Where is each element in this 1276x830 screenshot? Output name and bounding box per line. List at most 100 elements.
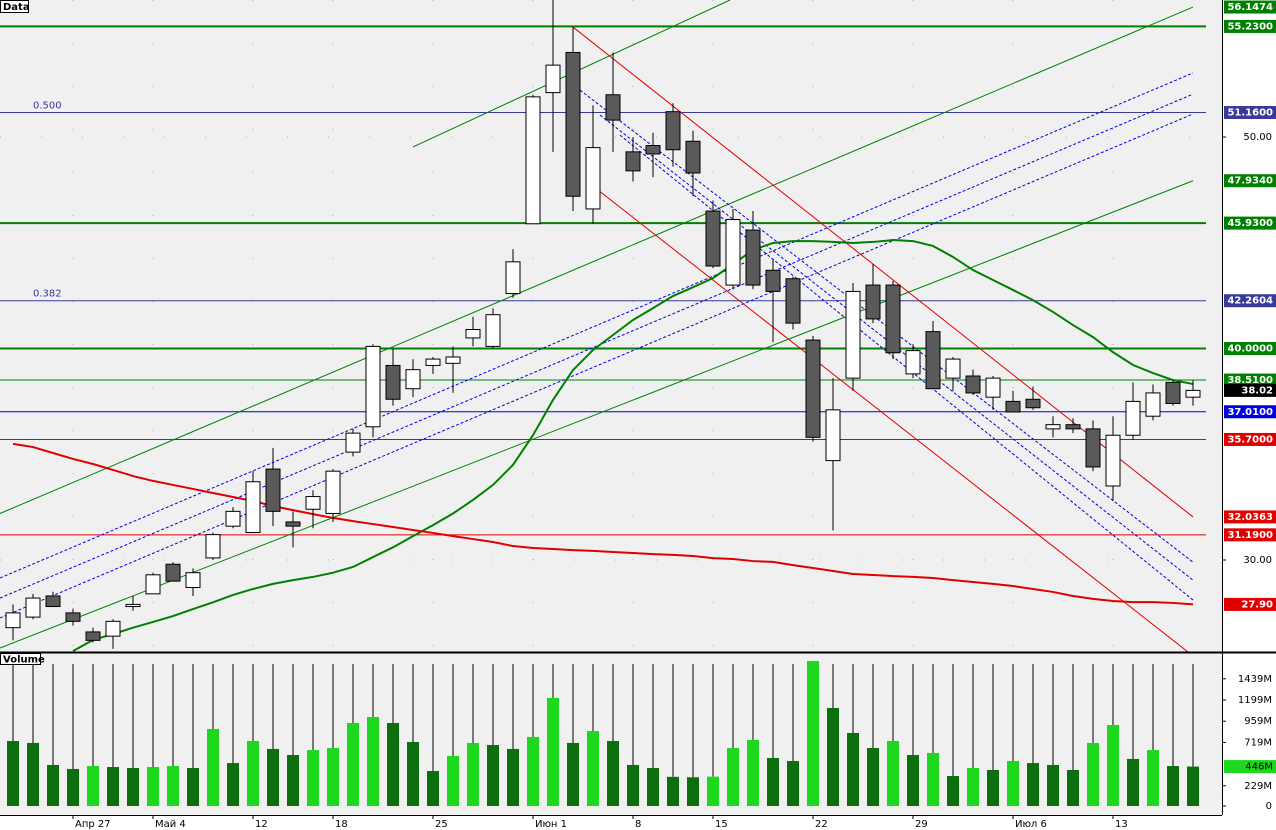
candle-body (985, 377, 1001, 398)
candle-body (725, 219, 741, 286)
candle-body (645, 144, 661, 155)
volume-bar (27, 742, 39, 806)
candle-body (745, 229, 761, 286)
price-tag-label: 37.0100 (1227, 407, 1273, 418)
volume-bar (107, 767, 119, 806)
candle-body (825, 409, 841, 462)
trend-line (0, 6, 1194, 514)
volume-bar (687, 777, 699, 806)
price-tag (1224, 19, 1276, 33)
price-tag-label: 47.9340 (1227, 176, 1273, 187)
x-tick-label: 22 (815, 819, 828, 830)
volume-bar (1127, 758, 1139, 806)
y-tick-label: 30.00 (1243, 555, 1272, 566)
price-tag-label: 55.2300 (1227, 21, 1273, 32)
candle-body (945, 358, 961, 379)
candle-body (425, 358, 441, 366)
x-tick-label: 15 (715, 819, 728, 830)
price-tag-label: 40.0000 (1227, 344, 1273, 355)
volume-bar (727, 748, 739, 806)
volume-bar (907, 754, 919, 806)
volume-bar (787, 761, 799, 806)
volume-bar (587, 731, 599, 806)
volume-bar (867, 748, 879, 806)
volume-bar (407, 741, 419, 806)
price-tag (1224, 405, 1276, 419)
price-tag (1224, 373, 1276, 387)
volume-bar (1067, 770, 1079, 806)
price-tag-label: 32.0363 (1227, 512, 1273, 523)
volume-bar (627, 764, 639, 806)
candle-body (1085, 428, 1101, 468)
price-tag (1224, 342, 1276, 356)
x-tick-label: Апр 27 (75, 819, 111, 830)
candle-body (705, 210, 721, 267)
trend-line (0, 113, 1194, 619)
price-tag (1224, 510, 1276, 524)
volume-bar (567, 742, 579, 806)
candle-body (1065, 424, 1081, 430)
candle-body (905, 350, 921, 375)
candle-body (245, 481, 261, 534)
volume-bar (827, 707, 839, 806)
volume-bar (747, 739, 759, 806)
candle-body (45, 595, 61, 608)
volume-bar (267, 748, 279, 806)
trend-line (0, 72, 1194, 579)
candle-body (345, 432, 361, 453)
volume-bar (387, 722, 399, 806)
candle-body (525, 96, 541, 225)
axes: 50.00 30.00 Апр 27 Май 4 12 18 25 Июн 1 8 15 22 29 И… (72, 0, 1276, 830)
candle-body (925, 331, 941, 390)
volume-bar (47, 764, 59, 806)
volume-bar (227, 763, 239, 806)
title-box (0, 653, 41, 665)
price-tag (1224, 294, 1276, 308)
volume-tag (1224, 760, 1276, 774)
y-tick-label: 0 (1266, 801, 1272, 812)
volume-bar (1187, 766, 1199, 806)
candle-body (325, 470, 341, 514)
price-tag-label: 42.2604 (1227, 296, 1273, 307)
candle-body (1105, 434, 1121, 487)
candle-body (485, 314, 501, 347)
candle-body (1165, 381, 1181, 405)
price-tag (1224, 383, 1276, 397)
x-tick-label: 12 (255, 819, 268, 830)
trend-line (0, 93, 1194, 599)
candle-body (285, 521, 301, 527)
candle-body (845, 290, 861, 379)
y-tick-label: 50.00 (1243, 132, 1272, 143)
candle-body (785, 278, 801, 324)
price-tag-label: 51.1600 (1227, 108, 1273, 119)
volume-bar (527, 736, 539, 806)
candle-body (365, 345, 381, 428)
price-plot: 0.500 0.382 (0, 0, 1222, 652)
x-tick-label: 25 (435, 819, 448, 830)
volume-bar (927, 752, 939, 806)
candle-body (1125, 400, 1141, 436)
candle-body (185, 572, 201, 588)
price-tag-label: 45.9300 (1227, 218, 1273, 229)
volume-bar (767, 757, 779, 806)
fib-label: 0.500 (33, 101, 62, 112)
candle-body (885, 284, 901, 354)
volume-bar (327, 748, 339, 806)
volume-bar (1047, 764, 1059, 806)
volume-title: Volume (3, 655, 45, 666)
volume-bar (647, 767, 659, 806)
candle-body (205, 534, 221, 559)
candle-body (145, 574, 161, 595)
volume-bar (147, 767, 159, 806)
y-tick-label: 719M (1244, 737, 1272, 748)
price-tag (1224, 432, 1276, 446)
trend-line (592, 185, 1189, 652)
candle-body (85, 631, 101, 641)
price-tag (1224, 528, 1276, 542)
volume-bar (887, 741, 899, 806)
candle-body (765, 269, 781, 292)
x-tick-label: 18 (335, 819, 348, 830)
volume-bar (667, 776, 679, 806)
candle-body (25, 597, 41, 618)
volume-bar (707, 776, 719, 806)
